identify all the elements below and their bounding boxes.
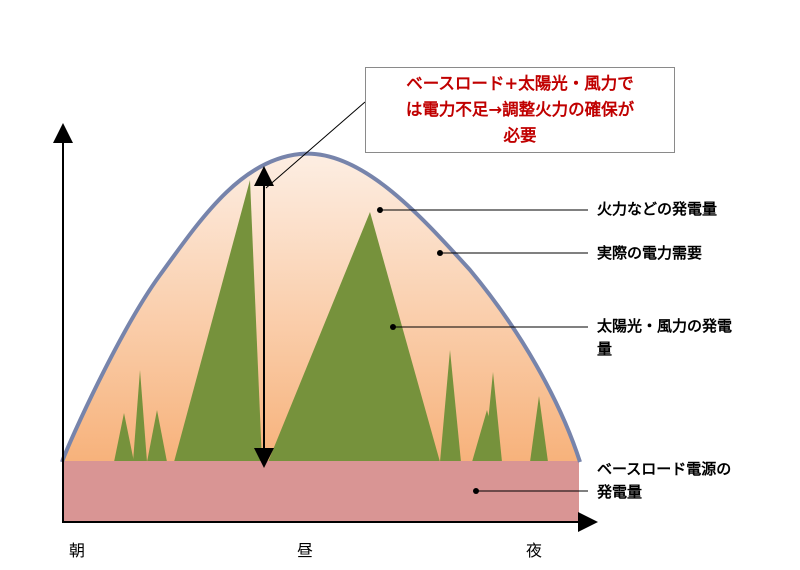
leader-dots xyxy=(377,207,479,494)
solar-wind-label: 太陽光・風力の発電 量 xyxy=(597,317,733,358)
callout-line-1: ベースロード+太陽光・風力で xyxy=(406,74,634,93)
callout-line-3: 必要 xyxy=(503,126,537,145)
callout-pointer xyxy=(265,101,366,189)
shortage-callout-box: ベースロード+太陽光・風力で は電力不足→調整火力の確保が 必要 xyxy=(365,67,675,153)
axis-label-noon: 昼 xyxy=(297,541,314,560)
solar-wind-generation xyxy=(114,180,548,462)
callout-line-2: は電力不足→調整火力の確保が xyxy=(405,100,635,119)
baseload-label: ベースロード電源の 発電量 xyxy=(597,460,732,501)
axis-label-morning: 朝 xyxy=(69,541,86,560)
thermal-generation-label: 火力などの発電量 xyxy=(597,200,718,218)
demand-curve xyxy=(60,151,582,463)
leader-lines xyxy=(380,209,588,492)
demand-label: 実際の電力需要 xyxy=(597,244,703,262)
axis-label-night: 夜 xyxy=(526,541,543,560)
